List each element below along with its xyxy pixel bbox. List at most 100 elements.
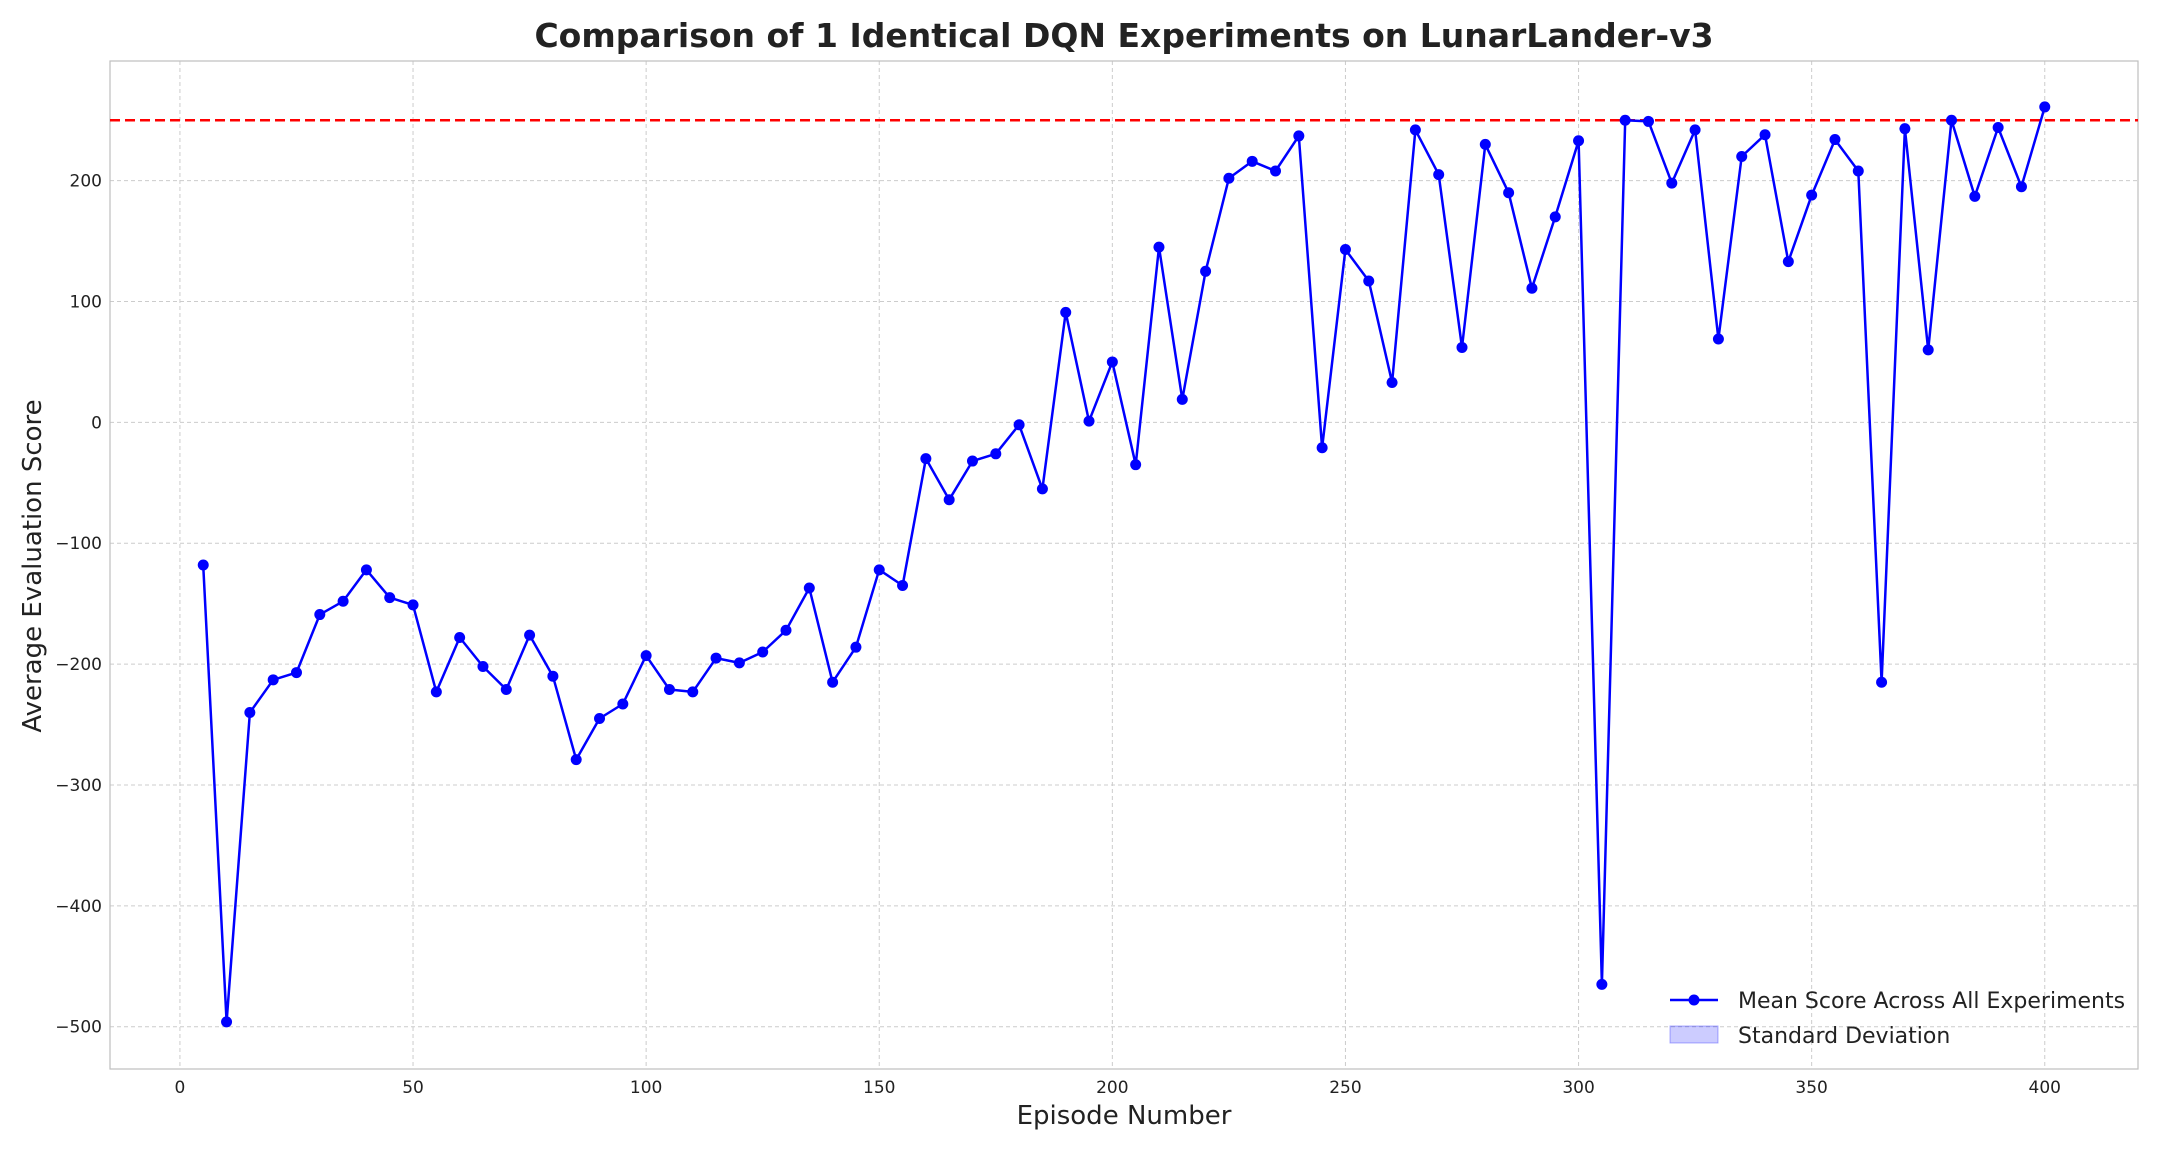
data-point: [827, 676, 839, 688]
data-point: [1060, 306, 1072, 318]
data-point: [757, 646, 769, 658]
data-point: [1573, 135, 1585, 147]
data-point: [1130, 459, 1142, 471]
x-tick-label: 100: [630, 1078, 662, 1098]
data-point: [1922, 344, 1934, 356]
data-point: [1969, 190, 1981, 202]
data-point: [314, 609, 326, 621]
data-point: [1316, 442, 1328, 454]
data-point: [290, 667, 302, 679]
data-point: [1036, 483, 1048, 495]
data-point: [197, 559, 209, 571]
x-tick-label: 50: [402, 1078, 424, 1098]
data-point: [710, 652, 722, 664]
data-point: [1899, 123, 1911, 135]
data-point: [1200, 265, 1212, 277]
data-point: [687, 686, 699, 698]
data-point: [1806, 189, 1818, 201]
data-point: [1270, 165, 1282, 177]
data-point: [267, 674, 279, 686]
data-point: [803, 582, 815, 594]
data-point: [640, 650, 652, 662]
data-point: [1526, 282, 1538, 294]
legend-label-std: Standard Deviation: [1738, 1024, 1950, 1049]
data-point: [1829, 134, 1841, 146]
data-point: [1642, 115, 1654, 127]
y-tick-label: 200: [70, 172, 102, 192]
chart-title: Comparison of 1 Identical DQN Experiment…: [534, 16, 1713, 55]
data-point: [1223, 172, 1235, 184]
data-point: [1759, 129, 1771, 141]
data-point: [430, 686, 442, 698]
data-point: [1293, 130, 1305, 142]
x-tick-label: 200: [1096, 1078, 1128, 1098]
data-point: [1596, 978, 1608, 990]
data-point: [337, 595, 349, 607]
data-point: [454, 632, 466, 644]
data-point: [2039, 101, 2051, 113]
data-point: [990, 448, 1002, 460]
legend: Mean Score Across All Experiments Standa…: [1669, 989, 2125, 1049]
data-point: [1456, 341, 1468, 353]
plot-area: 0 50 100 150 200 250 300 350 400 −500 −400 −300 −200…: [55, 60, 2139, 1098]
data-point: [547, 670, 559, 682]
data-point: [1339, 244, 1351, 256]
plot-frame: [109, 60, 2139, 1070]
data-point: [2015, 181, 2027, 193]
data-point: [873, 564, 885, 576]
x-tick-label: 0: [175, 1078, 186, 1098]
data-point: [221, 1016, 233, 1028]
data-point: [1992, 121, 2004, 133]
data-point: [1386, 376, 1398, 388]
data-point: [663, 683, 675, 695]
y-tick-label: 0: [91, 413, 102, 433]
y-tick-label: 100: [70, 293, 102, 313]
y-tick-label: −200: [55, 655, 102, 675]
data-point: [1666, 177, 1678, 189]
data-point: [1876, 676, 1888, 688]
data-point: [920, 453, 932, 465]
data-point: [1176, 393, 1188, 405]
data-point: [1013, 419, 1025, 431]
data-point: [1852, 165, 1864, 177]
legend-label-mean: Mean Score Across All Experiments: [1738, 989, 2125, 1014]
data-point: [570, 754, 582, 766]
data-point: [1479, 138, 1491, 150]
data-point: [407, 599, 419, 611]
data-point: [617, 698, 629, 710]
data-point: [1946, 114, 1958, 126]
data-point: [943, 494, 955, 506]
data-point: [897, 580, 909, 592]
legend-fill-swatch: [1669, 1025, 1719, 1044]
data-point: [1736, 150, 1748, 162]
data-point: [1549, 211, 1561, 223]
data-point: [594, 712, 606, 724]
data-point: [966, 455, 978, 467]
data-point: [1363, 275, 1375, 287]
data-point: [500, 683, 512, 695]
legend-marker-swatch: [1688, 994, 1700, 1006]
y-tick-label: −500: [55, 1018, 102, 1038]
series-line: [201, 106, 2046, 1024]
y-tick-label: −300: [55, 776, 102, 796]
data-point: [244, 706, 256, 718]
data-point: [850, 641, 862, 653]
x-tick-label: 400: [2029, 1078, 2061, 1098]
data-point: [1689, 124, 1701, 136]
data-point: [1782, 256, 1794, 268]
y-tick-label: −400: [55, 897, 102, 917]
x-tick-label: 300: [1562, 1078, 1594, 1098]
data-point: [360, 564, 372, 576]
data-point: [1246, 155, 1258, 167]
data-point: [1503, 187, 1515, 199]
x-tick-label: 250: [1329, 1078, 1361, 1098]
data-point: [1433, 169, 1445, 181]
y-tick-label: −100: [55, 534, 102, 554]
x-axis-title: Episode Number: [1017, 1101, 1232, 1131]
data-point: [1619, 114, 1631, 126]
x-tick-label: 150: [863, 1078, 895, 1098]
data-point: [477, 661, 489, 673]
